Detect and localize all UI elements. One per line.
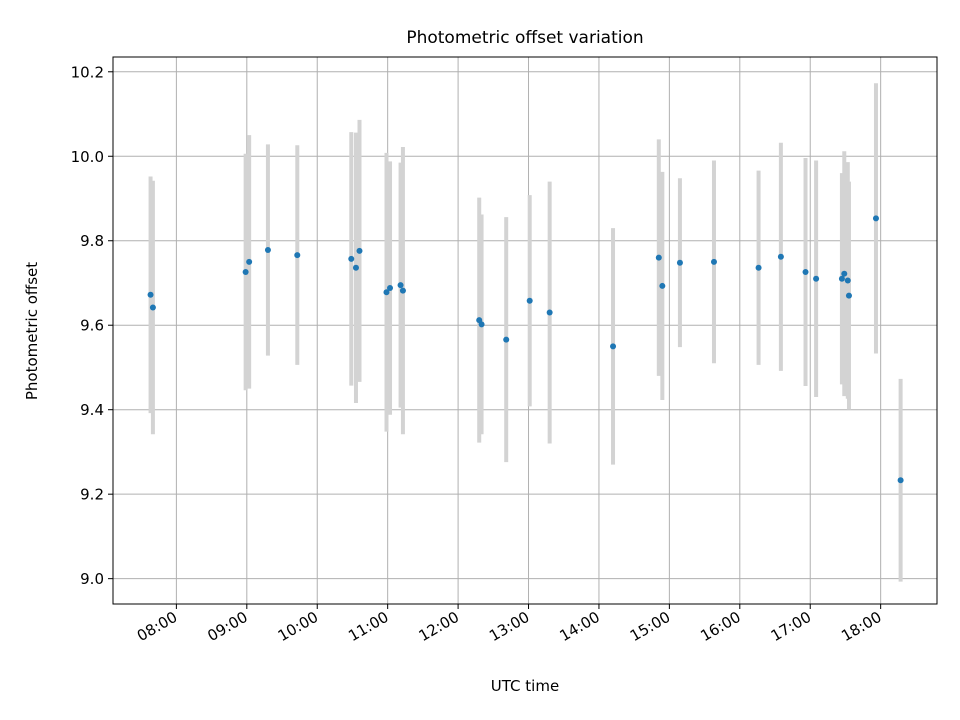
data-point — [546, 309, 553, 316]
x-tick-label: 15:00 — [627, 608, 673, 645]
data-point — [149, 304, 156, 311]
y-tick-label: 9.6 — [80, 317, 104, 335]
data-point — [655, 254, 662, 261]
chart-title: Photometric offset variation — [406, 28, 643, 48]
data-point — [356, 247, 363, 254]
x-tick-label: 14:00 — [557, 608, 603, 645]
data-point — [872, 215, 879, 222]
data-point — [897, 477, 904, 484]
x-tick-label: 10:00 — [275, 608, 321, 645]
data-point — [348, 255, 355, 262]
y-tick-label: 9.0 — [80, 570, 104, 588]
data-point — [755, 264, 762, 271]
data-point — [845, 292, 852, 299]
data-point — [397, 282, 404, 289]
y-tick-label: 10.0 — [71, 148, 104, 166]
y-ticks: 9.0 9.2 9.4 9.6 9.8 10.0 10.2 — [71, 63, 113, 588]
x-tick-label: 09:00 — [204, 608, 250, 645]
grid — [113, 57, 937, 604]
x-tick-label: 18:00 — [838, 608, 884, 645]
x-tick-label: 08:00 — [134, 608, 180, 645]
x-tick-label: 12:00 — [416, 608, 462, 645]
data-point — [526, 297, 533, 304]
data-point — [844, 277, 851, 284]
x-tick-label: 11:00 — [345, 608, 391, 645]
data-point — [676, 259, 683, 266]
data-point — [147, 291, 154, 298]
data-points — [147, 215, 904, 484]
x-tick-label: 13:00 — [486, 608, 532, 645]
data-point — [242, 268, 249, 275]
data-point — [399, 287, 406, 294]
data-point — [777, 253, 784, 260]
plot-frame — [112, 56, 938, 605]
data-point — [610, 343, 617, 350]
data-point — [659, 282, 666, 289]
data-point — [710, 258, 717, 265]
data-point — [387, 285, 394, 292]
data-point — [246, 258, 253, 265]
data-point — [352, 264, 359, 271]
x-tick-label: 16:00 — [697, 608, 743, 645]
data-point — [802, 268, 809, 275]
data-point — [294, 252, 301, 259]
y-tick-label: 9.8 — [80, 232, 104, 250]
data-point — [841, 270, 848, 277]
data-point — [383, 289, 390, 296]
data-point — [813, 275, 820, 282]
y-tick-label: 9.4 — [80, 401, 104, 419]
data-point — [838, 275, 845, 282]
y-tick-label: 9.2 — [80, 486, 104, 504]
x-tick-label: 17:00 — [768, 608, 814, 645]
data-point — [503, 336, 510, 343]
data-point — [264, 247, 271, 254]
errorbars — [148, 83, 903, 582]
data-point — [478, 321, 485, 328]
y-tick-label: 10.2 — [71, 63, 104, 81]
x-axis-label: UTC time — [491, 677, 559, 695]
x-ticks: 08:00 09:00 10:00 11:00 12:00 13:00 14:00 15:00… — [134, 604, 885, 645]
y-axis-label: Photometric offset — [23, 262, 41, 400]
